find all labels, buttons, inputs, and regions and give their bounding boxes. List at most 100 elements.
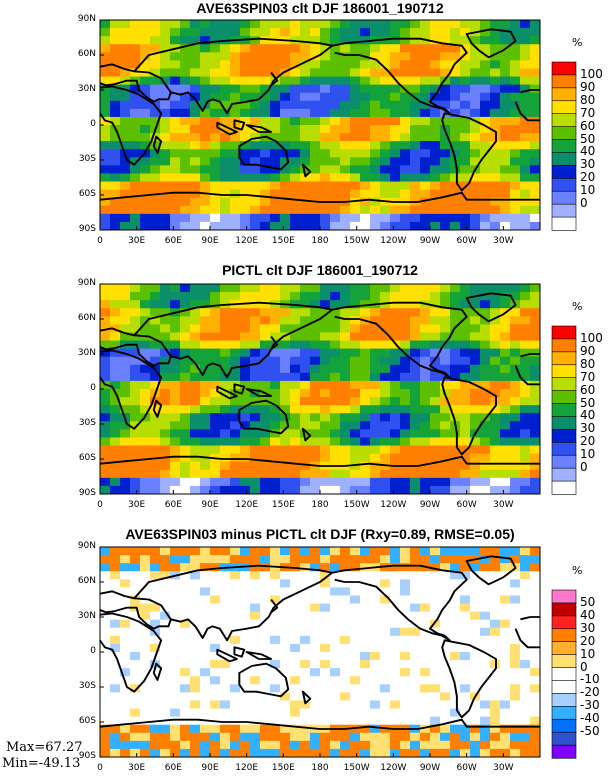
colorbar-label: 0 <box>580 196 588 211</box>
colorbar-swatch <box>551 589 577 604</box>
colorbar-label: 30 <box>580 421 596 436</box>
colorbar-label: 40 <box>580 408 596 423</box>
panel-2-unit: % <box>572 300 583 313</box>
colorbar-swatch <box>551 351 577 366</box>
panel-1-unit: % <box>572 36 583 49</box>
colorbar-swatch <box>551 178 577 192</box>
lat-tick-label: 60N <box>77 576 96 586</box>
colorbar-swatch <box>551 338 577 353</box>
lat-tick-label: 30S <box>78 418 96 428</box>
lat-tick-label: 60S <box>78 189 96 199</box>
colorbar-swatch <box>551 165 577 179</box>
colorbar-label: -50 <box>580 724 600 739</box>
colorbar-label: 70 <box>580 105 596 120</box>
colorbar-label: 70 <box>580 369 596 384</box>
colorbar-label: 0 <box>580 659 588 674</box>
lon-tick-label: 90E <box>201 500 219 510</box>
colorbar-swatch <box>551 377 577 392</box>
colorbar-label: 80 <box>580 356 596 371</box>
colorbar-swatch <box>551 641 577 656</box>
lat-tick-label: 30N <box>77 348 96 358</box>
colorbar-swatch <box>551 126 577 141</box>
colorbar-swatch <box>551 113 577 128</box>
lon-tick-label: 90W <box>419 236 441 246</box>
lon-tick-label: 120E <box>235 763 259 773</box>
lat-tick-label: 60S <box>78 453 96 463</box>
colorbar-label: 60 <box>580 118 596 133</box>
colorbar-swatch <box>551 454 577 469</box>
colorbar-label: 90 <box>580 343 596 358</box>
lon-tick-label: 30W <box>493 763 514 773</box>
panel-3-title: AVE63SPIN03 minus PICTL clt DJF (Rxy=0.8… <box>125 526 515 542</box>
lon-tick-label: 90E <box>201 763 219 773</box>
colorbar-swatch <box>551 429 577 443</box>
lat-tick-label: 90S <box>78 751 96 761</box>
lon-tick-label: 180 <box>311 500 329 510</box>
colorbar-swatch <box>551 744 577 759</box>
colorbar-label: -20 <box>580 685 600 700</box>
colorbar-label: 10 <box>580 183 596 198</box>
colorbar-label: 50 <box>580 395 596 410</box>
colorbar-3 <box>551 589 577 759</box>
colorbar-label: -40 <box>580 711 600 726</box>
lon-tick-label: 60E <box>164 236 182 246</box>
lon-tick-label: 90W <box>419 763 441 773</box>
lon-tick-label: 90W <box>419 500 441 510</box>
colorbar-label: 40 <box>580 144 596 159</box>
lon-tick-label: 150W <box>343 763 370 773</box>
colorbar-label: 30 <box>580 157 596 172</box>
lon-tick-label: 120W <box>380 763 407 773</box>
colorbar-swatch <box>551 706 577 720</box>
colorbar-swatch <box>551 654 577 669</box>
colorbar-swatch <box>551 442 577 456</box>
colorbar-swatch <box>551 203 577 218</box>
lon-tick-label: 150W <box>343 500 370 510</box>
lon-tick-label: 90E <box>201 236 219 246</box>
panel-2-title: PICTL clt DJF 186001_190712 <box>222 262 418 278</box>
colorbar-swatch <box>551 325 577 340</box>
lat-tick-label: 90S <box>78 224 96 234</box>
panel-3-unit: % <box>572 564 583 577</box>
lon-tick-label: 30W <box>493 236 514 246</box>
lat-tick-label: 30N <box>77 611 96 621</box>
colorbar-swatch <box>551 87 577 102</box>
colorbar-label: 80 <box>580 92 596 107</box>
colorbar-swatch <box>551 615 577 630</box>
lat-tick-label: 60S <box>78 716 96 726</box>
lon-tick-label: 120W <box>380 500 407 510</box>
max-value: Max=67.27 <box>6 740 83 755</box>
colorbar-label: 100 <box>580 66 603 81</box>
lat-tick-label: 0 <box>90 119 96 129</box>
panel-1-title: AVE63SPIN03 clt DJF 186001_190712 <box>196 0 444 16</box>
lon-tick-label: 180 <box>311 763 329 773</box>
colorbar-1 <box>551 61 577 231</box>
lon-tick-label: 150E <box>271 763 295 773</box>
colorbar-swatch <box>551 480 577 495</box>
lat-tick-label: 30N <box>77 84 96 94</box>
colorbar-swatch <box>551 364 577 379</box>
lon-tick-label: 30E <box>128 763 146 773</box>
lon-tick-label: 60W <box>456 763 477 773</box>
colorbar-label: 10 <box>580 447 596 462</box>
colorbar-2 <box>551 325 577 495</box>
colorbar-label: 20 <box>580 434 596 449</box>
colorbar-label: 0 <box>580 460 588 475</box>
colorbar-label: 90 <box>580 79 596 94</box>
lon-tick-label: 0 <box>97 763 103 773</box>
colorbar-label: 40 <box>580 607 596 622</box>
colorbar-swatch <box>551 693 577 707</box>
colorbar-swatch <box>551 216 577 231</box>
lon-tick-label: 60W <box>456 236 477 246</box>
lat-tick-label: 90N <box>77 14 96 24</box>
colorbar-swatch <box>551 680 577 694</box>
lon-tick-label: 0 <box>97 236 103 246</box>
colorbar-label: 20 <box>580 633 596 648</box>
lat-tick-label: 90N <box>77 541 96 551</box>
colorbar-label: -30 <box>580 698 600 713</box>
min-value: Min=-49.13 <box>2 756 81 771</box>
colorbar-swatch <box>551 61 577 76</box>
colorbar-label: -10 <box>580 672 600 687</box>
lat-tick-label: 90N <box>77 278 96 288</box>
colorbar-label: 30 <box>580 620 596 635</box>
